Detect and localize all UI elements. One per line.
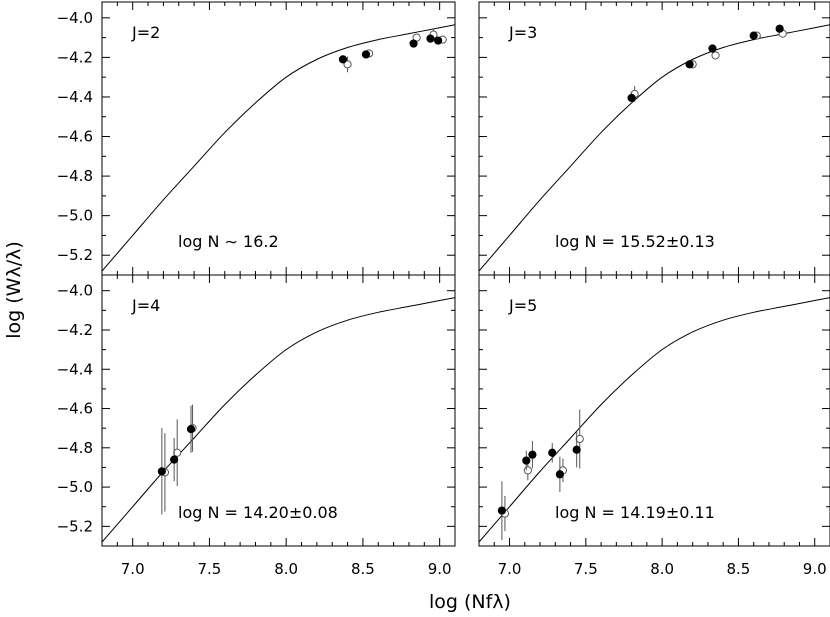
- x-tick-label: 8.0: [650, 560, 674, 578]
- panel-frame: [478, 274, 830, 547]
- y-tick-label: −4.8: [57, 439, 93, 457]
- filled-data-point: [409, 39, 418, 48]
- y-tick-label: −4.6: [57, 400, 93, 418]
- x-tick-label: 8.0: [274, 560, 298, 578]
- panel-j5: 7.0 7.5 8.0 8.5 9.0 J=5 log N = 14.19±0.11: [478, 274, 830, 578]
- x-tick-label: 9.0: [428, 560, 452, 578]
- open-data-point: [173, 448, 182, 457]
- filled-data-point: [775, 24, 784, 33]
- panel-label-j4: J=4: [131, 296, 160, 315]
- filled-data-point: [572, 445, 581, 454]
- x-tick-label: 7.0: [121, 560, 145, 578]
- panel-j2: −4.0 −4.2 −4.4 −4.6 −4.8 −5.0 −5.2 J=2 log N ∼ 1…: [57, 1, 456, 276]
- y-tick-label: −4.0: [57, 9, 93, 27]
- y-tick-label: −4.6: [57, 128, 93, 146]
- filled-data-point: [426, 34, 435, 43]
- x-tick-label: 7.0: [498, 560, 522, 578]
- open-data-point: [523, 466, 532, 475]
- filled-data-point: [338, 55, 348, 64]
- x-tick-label: 9.0: [803, 560, 827, 578]
- filled-data-point: [522, 456, 531, 465]
- y-tick-label: −5.0: [57, 207, 93, 225]
- column-density-annotation: log N = 15.52±0.13: [555, 232, 715, 251]
- filled-data-point: [434, 36, 443, 45]
- column-density-annotation: log N = 14.20±0.08: [178, 503, 338, 522]
- curve-of-growth-line: [102, 24, 455, 272]
- y-tick-label: −5.2: [57, 246, 93, 264]
- x-axis-title: log (Nfλ): [429, 591, 511, 613]
- y-axis-title: log (Wλ/λ): [3, 241, 25, 339]
- column-density-annotation: log N = 14.19±0.11: [555, 503, 715, 522]
- x-tick-label: 7.5: [198, 560, 222, 578]
- y-tick-label: −5.0: [57, 478, 93, 496]
- y-tick-label: −4.4: [57, 360, 93, 378]
- filled-data-point: [186, 425, 196, 434]
- y-tick-label: −5.2: [57, 517, 93, 535]
- filled-data-point: [157, 467, 166, 476]
- x-tick-label: 8.5: [727, 560, 751, 578]
- y-tick-label: −4.8: [57, 167, 93, 185]
- panel-frame: [101, 274, 456, 547]
- y-tick-label: −4.4: [57, 88, 93, 106]
- filled-data-point: [361, 50, 371, 59]
- filled-data-point: [497, 506, 506, 515]
- filled-data-point: [548, 448, 557, 457]
- panel-j3: J=3 log N = 15.52±0.13: [478, 1, 830, 276]
- y-tick-label: −4.2: [57, 321, 93, 339]
- open-data-point: [343, 60, 352, 69]
- panel-label-j3: J=3: [508, 23, 537, 42]
- filled-data-point: [749, 31, 758, 40]
- panels-layer: −4.0 −4.2 −4.4 −4.6 −4.8 −5.0 −5.2 J=2 log N ∼ 1…: [57, 1, 830, 578]
- open-data-point: [575, 434, 584, 444]
- panel-label-j2: J=2: [131, 23, 160, 42]
- filled-data-point: [627, 93, 636, 103]
- curve-of-growth-line: [479, 297, 830, 543]
- filled-data-point: [170, 455, 179, 464]
- x-tick-label: 7.5: [574, 560, 598, 578]
- filled-data-point: [685, 60, 694, 69]
- open-data-point: [711, 51, 720, 60]
- filled-data-point: [528, 450, 537, 459]
- column-density-annotation: log N ∼ 16.2: [178, 232, 279, 251]
- y-tick-label: −4.2: [57, 48, 93, 66]
- filled-data-point: [555, 470, 564, 479]
- y-tick-label: −4.0: [57, 282, 93, 300]
- x-tick-label: 8.5: [351, 560, 375, 578]
- filled-data-point: [708, 44, 717, 53]
- panel-j4: 7.0 7.5 8.0 8.5 9.0 −4.0 −4.2 −4.4 −4.6 −4.8 −5.0 −…: [57, 274, 456, 578]
- panel-label-j5: J=5: [508, 296, 537, 315]
